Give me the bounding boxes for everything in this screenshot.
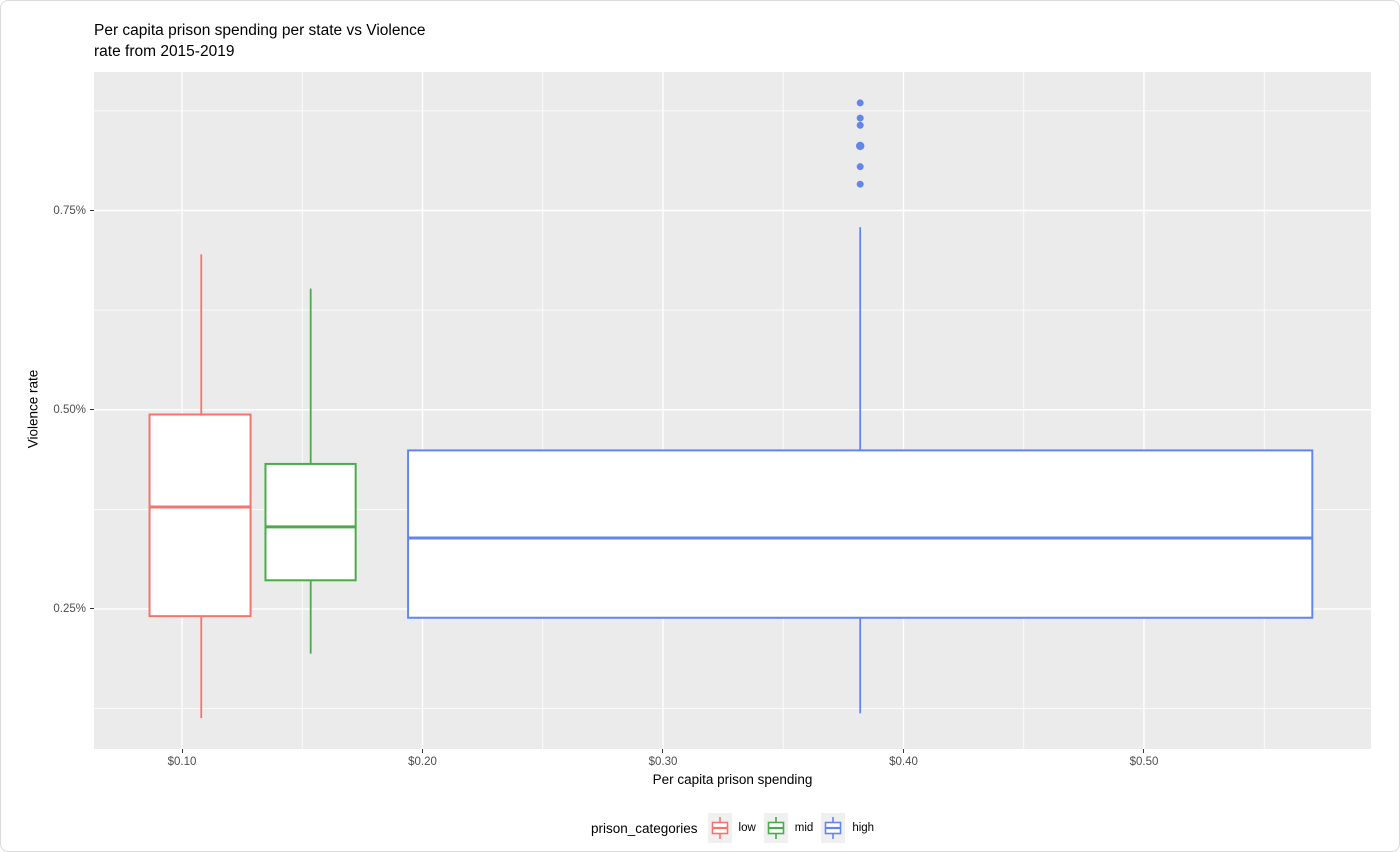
boxplot-glyph [707, 813, 732, 843]
legend-item-low: low [707, 813, 756, 843]
boxplot-canvas [94, 72, 1371, 749]
outlier-dot [856, 114, 864, 122]
x-tick-mark [422, 749, 423, 753]
legend-label-high: high [852, 822, 875, 834]
outlier-dot [856, 163, 864, 171]
outlier-dot [856, 121, 864, 129]
legend-label-mid: mid [794, 822, 814, 834]
boxplot-high [407, 99, 1314, 714]
chart-title-line1: Per capita prison spending per state vs … [94, 22, 426, 39]
boxplot-glyph [821, 813, 846, 843]
y-axis-title: Violence rate [25, 369, 41, 449]
outlier-dot [856, 180, 864, 188]
x-tick-label: $0.10 [167, 756, 197, 768]
x-tick-mark [662, 749, 664, 753]
x-tick-mark [902, 749, 904, 753]
boxplot-mid [264, 288, 357, 654]
x-tick-label: $0.30 [648, 756, 678, 768]
chart-title-line2: rate from 2015-2019 [94, 43, 235, 60]
legend-key-high-boxplot-icon [821, 813, 846, 843]
y-tick-label: 0.50% [53, 403, 86, 416]
x-axis-title: Per capita prison spending [652, 772, 813, 787]
outlier-dot [856, 99, 864, 107]
legend: prison_categories low mid high [94, 812, 1371, 844]
x-tick-label: $0.50 [1129, 756, 1159, 768]
iqr-box [148, 413, 252, 618]
x-tick-mark [1143, 749, 1145, 753]
iqr-box [264, 462, 357, 582]
legend-key-low-boxplot-icon [707, 813, 732, 843]
legend-key-mid-boxplot-icon [763, 813, 788, 843]
x-tick-mark [181, 749, 183, 753]
legend-title: prison_categories [590, 820, 698, 836]
legend-item-high: high [821, 813, 874, 843]
x-tick-label: $0.40 [889, 756, 918, 768]
y-tick-label: 0.25% [53, 602, 86, 615]
x-tick-label: $0.20 [408, 756, 437, 768]
chart-title: Per capita prison spending per state vs … [94, 20, 425, 62]
legend-label-low: low [738, 822, 756, 834]
plot-panel [94, 72, 1371, 749]
boxplot-glyph [763, 813, 788, 843]
iqr-box [407, 449, 1314, 619]
outlier-dot [856, 141, 865, 151]
legend-item-mid: mid [763, 813, 814, 843]
boxplot-low [148, 254, 252, 719]
y-tick-label: 0.75% [53, 204, 86, 217]
